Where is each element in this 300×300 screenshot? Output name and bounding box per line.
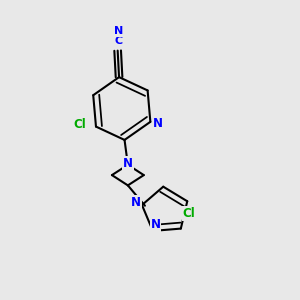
Text: N: N (131, 196, 141, 209)
Text: C: C (115, 36, 123, 46)
Text: N: N (114, 26, 123, 36)
Text: Cl: Cl (182, 207, 195, 220)
Text: N: N (123, 157, 133, 170)
Text: N: N (153, 117, 163, 130)
Text: Cl: Cl (74, 118, 86, 131)
Text: N: N (151, 218, 160, 231)
